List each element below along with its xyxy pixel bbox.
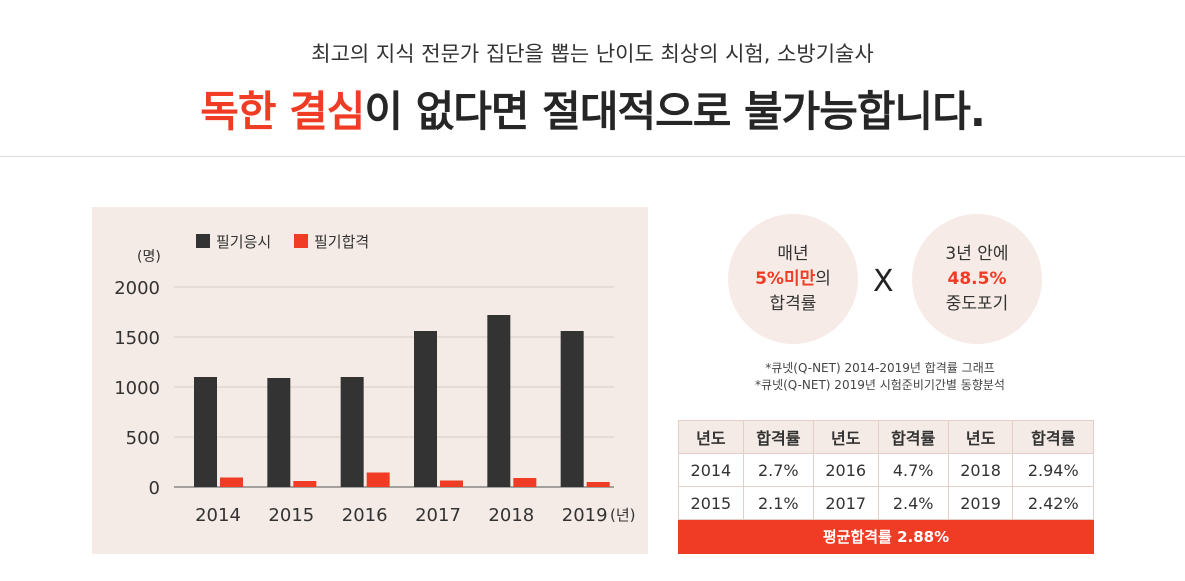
x-tick-label: 2018 <box>488 505 534 526</box>
table-cell: 2.94% <box>1012 453 1094 487</box>
legend-label: 필기합격 <box>314 233 369 251</box>
headline-rest: 이 없다면 절대적으로 불가능합니다. <box>364 87 985 136</box>
y-tick-label: 0 <box>149 478 160 499</box>
bar <box>366 472 390 487</box>
table-average-row: 평균합격률 2.88% <box>678 519 1094 554</box>
x-tick-label: 2015 <box>268 505 314 526</box>
x-tick-label: 2014 <box>195 505 241 526</box>
y-tick-label: 1500 <box>114 328 160 349</box>
y-tick-label: 2000 <box>114 278 160 299</box>
y-tick-label: 500 <box>126 428 160 449</box>
multiply-operator: X <box>873 264 894 299</box>
headline: 독한 결심이 없다면 절대적으로 불가능합니다. <box>0 78 1185 139</box>
subtitle: 최고의 지식 전문가 집단을 뽑는 난이도 최상의 시험, 소방기술사 <box>311 42 874 66</box>
table-header-row: 년도 합격률 년도 합격률 년도 합격률 <box>678 420 1094 454</box>
stat-circle-dropout: 3년 안에 48.5% 중도포기 <box>912 214 1042 344</box>
bar <box>414 331 437 487</box>
bar <box>440 480 463 487</box>
legend-label: 필기응시 <box>216 233 271 251</box>
y-axis-label: (명) <box>137 249 161 265</box>
stat-circle-1-line1: 매년 <box>777 243 809 264</box>
table-cell: 2.7% <box>742 453 814 487</box>
stat-circle-1-suffix: 의 <box>815 268 831 289</box>
table-header-cell: 합격률 <box>742 420 814 454</box>
stat-circle-2-line3: 중도포기 <box>945 293 1009 314</box>
stat-circle-1-line3: 합격률 <box>769 293 817 314</box>
bar <box>513 478 537 487</box>
table-header-cell: 합격률 <box>877 420 949 454</box>
bar <box>194 377 217 487</box>
table-header-cell: 년도 <box>678 420 744 454</box>
stat-circle-2-highlight: 48.5% <box>947 268 1007 289</box>
bar-chart: 0 500 1000 1500 2000 (명) 필기응시 필기합격 2014 2015 2016 2… <box>114 233 636 526</box>
x-tick-label: 2017 <box>415 505 461 526</box>
table-cell: 4.7% <box>877 453 949 487</box>
stat-circle-pass-rate: 매년 5%미만의 합격률 <box>728 214 858 344</box>
table-cell: 2.1% <box>742 486 814 520</box>
legend-swatch <box>196 234 210 248</box>
source-note-2: *큐넷(Q-NET) 2019년 시험준비기간별 동향분석 <box>755 378 1005 392</box>
pass-rate-table: 년도 합격률 년도 합격률 년도 합격률 2014 2.7% 2016 4.7%… <box>678 420 1094 554</box>
headline-highlight: 독한 결심 <box>200 87 365 136</box>
stat-circle-1-line2: 5%미만의 <box>755 267 831 292</box>
source-notes: *큐넷(Q-NET) 2014-2019년 합격률 그래프 *큐넷(Q-NET)… <box>700 360 1060 394</box>
bar <box>560 331 584 487</box>
table-row: 2015 2.1% 2017 2.4% 2019 2.42% <box>678 486 1094 520</box>
table-header-cell: 년도 <box>812 420 879 454</box>
bar <box>487 315 511 487</box>
table-row: 2014 2.7% 2016 4.7% 2018 2.94% <box>678 453 1094 487</box>
x-tick-label: 2016 <box>342 505 388 526</box>
legend-swatch <box>294 234 308 248</box>
chart-panel: 0 500 1000 1500 2000 (명) 필기응시 필기합격 2014 2015 2016 2… <box>92 207 648 554</box>
x-tick-label: 2019 <box>562 505 608 526</box>
table-header-cell: 합격률 <box>1012 420 1094 454</box>
bar <box>586 482 610 487</box>
average-pass-rate: 평균합격률 2.88% <box>678 519 1094 554</box>
table-cell: 2017 <box>812 486 879 520</box>
x-axis-label: (년) <box>610 506 636 524</box>
stat-circle-1-highlight: 5%미만 <box>755 268 816 289</box>
table-header-cell: 년도 <box>947 420 1014 454</box>
bar <box>267 378 291 487</box>
table-cell: 2.4% <box>877 486 949 520</box>
divider <box>0 156 1185 157</box>
stat-circle-2-line1: 3년 안에 <box>945 243 1009 264</box>
bar <box>293 481 317 487</box>
table-cell: 2.42% <box>1012 486 1094 520</box>
bar <box>340 377 364 487</box>
bar <box>220 477 243 487</box>
y-tick-label: 1000 <box>114 378 160 399</box>
table-cell: 2018 <box>947 453 1014 487</box>
table-cell: 2016 <box>812 453 879 487</box>
table-cell: 2015 <box>678 486 744 520</box>
source-note-1: *큐넷(Q-NET) 2014-2019년 합격률 그래프 <box>765 361 995 375</box>
table-cell: 2014 <box>678 453 744 487</box>
table-cell: 2019 <box>947 486 1014 520</box>
